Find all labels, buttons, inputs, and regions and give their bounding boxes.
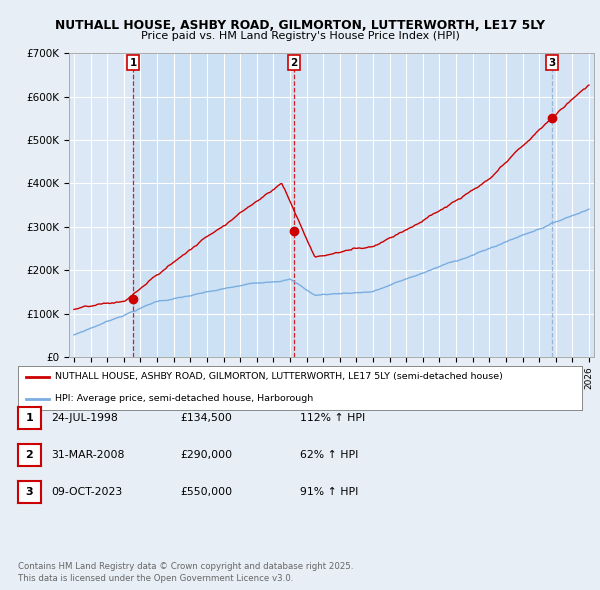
Text: 2: 2 xyxy=(290,58,298,68)
Text: 3: 3 xyxy=(548,58,556,68)
Text: HPI: Average price, semi-detached house, Harborough: HPI: Average price, semi-detached house,… xyxy=(55,395,313,404)
Text: 2: 2 xyxy=(26,450,33,460)
Bar xyxy=(552,53,594,357)
Text: 1: 1 xyxy=(130,58,137,68)
Text: £134,500: £134,500 xyxy=(180,413,232,422)
Text: 62% ↑ HPI: 62% ↑ HPI xyxy=(300,450,358,460)
Text: NUTHALL HOUSE, ASHBY ROAD, GILMORTON, LUTTERWORTH, LE17 5LY: NUTHALL HOUSE, ASHBY ROAD, GILMORTON, LU… xyxy=(55,19,545,32)
Text: 112% ↑ HPI: 112% ↑ HPI xyxy=(300,413,365,422)
Text: 09-OCT-2023: 09-OCT-2023 xyxy=(51,487,122,497)
Text: 24-JUL-1998: 24-JUL-1998 xyxy=(51,413,118,422)
Text: Contains HM Land Registry data © Crown copyright and database right 2025.
This d: Contains HM Land Registry data © Crown c… xyxy=(18,562,353,583)
Text: £290,000: £290,000 xyxy=(180,450,232,460)
Text: £550,000: £550,000 xyxy=(180,487,232,497)
Text: NUTHALL HOUSE, ASHBY ROAD, GILMORTON, LUTTERWORTH, LE17 5LY (semi-detached house: NUTHALL HOUSE, ASHBY ROAD, GILMORTON, LU… xyxy=(55,372,503,381)
Text: 31-MAR-2008: 31-MAR-2008 xyxy=(51,450,124,460)
Text: 3: 3 xyxy=(26,487,33,497)
Bar xyxy=(133,53,294,357)
Text: 1: 1 xyxy=(26,413,33,422)
Bar xyxy=(294,53,552,357)
Text: 91% ↑ HPI: 91% ↑ HPI xyxy=(300,487,358,497)
Text: Price paid vs. HM Land Registry's House Price Index (HPI): Price paid vs. HM Land Registry's House … xyxy=(140,31,460,41)
